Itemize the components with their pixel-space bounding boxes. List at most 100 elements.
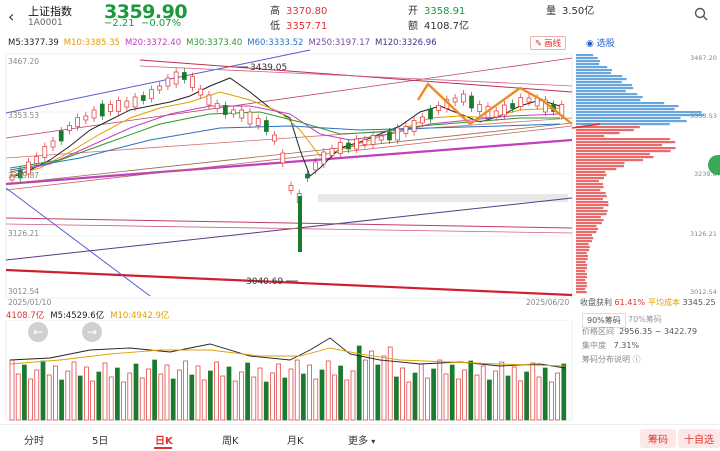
chips-button[interactable]: 筹码: [640, 429, 676, 448]
kline-chart[interactable]: 3439.05 3040.69 3467.20 3353.53 3239.87 …: [0, 48, 720, 310]
volume-chart[interactable]: [0, 320, 575, 422]
select-stock-button[interactable]: ◉ 选股: [586, 36, 615, 49]
draw-line-button[interactable]: ✎ 画线: [530, 36, 567, 50]
candle-body: [362, 139, 368, 145]
amount-value: 4108.7亿: [424, 21, 469, 32]
volume-bar: [115, 367, 120, 421]
chip-bar: [576, 225, 597, 228]
right-axis-3: 3239.87: [694, 170, 720, 178]
draw-icon: ✎: [535, 39, 543, 49]
candle-body: [526, 97, 532, 103]
candle-body: [387, 131, 392, 141]
price-range-label: 价格区间: [582, 327, 614, 336]
volume-bar: [146, 368, 151, 421]
volume-bar: [518, 380, 523, 421]
tab-daily-k[interactable]: 日K: [155, 436, 173, 447]
help-icon: ⓘ: [632, 355, 641, 364]
chip-bar: [576, 138, 670, 141]
grid-lines: [6, 111, 572, 237]
chip-bar: [576, 285, 587, 288]
candle-body: [469, 95, 474, 109]
search-icon[interactable]: [694, 6, 708, 25]
volume-bars: [9, 345, 567, 421]
tab-monthly-k[interactable]: 月K: [287, 436, 304, 447]
chip-bar: [576, 291, 587, 294]
chip-bar: [576, 195, 607, 198]
candle-body: [305, 173, 310, 179]
candle-body: [173, 71, 179, 85]
chip-bar: [576, 222, 602, 225]
volume-bar: [195, 365, 201, 421]
chips-help-label: 筹码分布说明: [582, 355, 630, 364]
chip-bar: [576, 255, 589, 258]
side-drawer-handle[interactable]: [708, 155, 720, 175]
tab-weekly-k[interactable]: 周K: [222, 436, 239, 447]
chip-bar: [576, 234, 592, 237]
tab-90-chips[interactable]: 90%筹码: [582, 313, 626, 328]
candle-body: [321, 151, 327, 165]
next-arrow-icon[interactable]: →: [82, 322, 102, 342]
volume-bar: [294, 359, 300, 421]
candle-body: [543, 99, 548, 113]
chips-help-link[interactable]: 筹码分布说明 ⓘ: [582, 354, 641, 365]
candle-body: [9, 175, 15, 181]
chip-bar: [576, 99, 641, 102]
tab-70-chips[interactable]: 70%筹码: [628, 315, 662, 324]
candle-body: [395, 127, 401, 141]
chip-bar: [576, 288, 586, 291]
trend-lines: [5, 49, 573, 297]
candle-body: [272, 134, 277, 142]
chip-bar: [576, 132, 620, 135]
chip-bar: [576, 69, 612, 72]
back-arrow-icon[interactable]: ‹: [8, 7, 15, 26]
candle-body: [149, 89, 154, 99]
volume-bar: [276, 363, 281, 421]
chip-bar: [576, 150, 671, 153]
chip-bar: [576, 261, 586, 264]
candle-body: [165, 77, 171, 87]
prev-arrow-icon[interactable]: ←: [28, 322, 48, 342]
avg-cost-value: 3345.25: [682, 298, 716, 307]
volume-bar: [239, 371, 244, 421]
candle-body: [370, 135, 376, 145]
volume-bar: [530, 362, 536, 421]
candle-body: [518, 97, 524, 107]
high-stat: 高 3370.80: [270, 2, 327, 17]
candle-body: [17, 169, 23, 179]
right-axis-1: 3467.20: [690, 54, 717, 62]
date-end: 2025/06/20: [526, 298, 570, 307]
volume-bar: [431, 368, 436, 421]
volume-bar: [71, 361, 77, 421]
volume-bar: [443, 373, 449, 421]
current-price: 3359.90: [104, 1, 188, 23]
chip-bar: [576, 105, 679, 108]
volume-bar: [133, 363, 139, 421]
volume-bar: [536, 376, 542, 421]
volume-bar: [400, 367, 405, 421]
chip-bar: [576, 219, 604, 222]
chip-bar: [576, 228, 599, 231]
chip-bar: [576, 75, 623, 78]
volume-bar: [77, 375, 83, 421]
support-band: [318, 194, 568, 202]
chip-bar: [576, 135, 605, 138]
volume-bar: [387, 346, 393, 421]
volume-bar: [425, 377, 430, 421]
tab-more[interactable]: 更多 ▾: [348, 432, 375, 447]
volume-bar: [28, 378, 33, 421]
candle-body: [83, 115, 89, 121]
volume-bar: [170, 378, 176, 421]
volume-bar: [257, 367, 263, 421]
volume-legend: 4108.7亿 M5:4529.6亿 M10:4942.9亿: [6, 309, 175, 321]
volume-bar: [59, 379, 64, 421]
chip-bar: [576, 204, 609, 207]
volume-bar: [139, 377, 145, 421]
volume-bar: [542, 367, 548, 421]
candle-body: [223, 105, 228, 115]
add-watchlist-button[interactable]: 十自选: [678, 429, 720, 448]
tab-fenshi[interactable]: 分时: [24, 436, 44, 447]
tab-5day[interactable]: 5日: [92, 436, 109, 447]
draw-line-label: 画线: [544, 39, 562, 49]
candle-body: [510, 103, 515, 109]
low-label: 低: [270, 21, 280, 32]
